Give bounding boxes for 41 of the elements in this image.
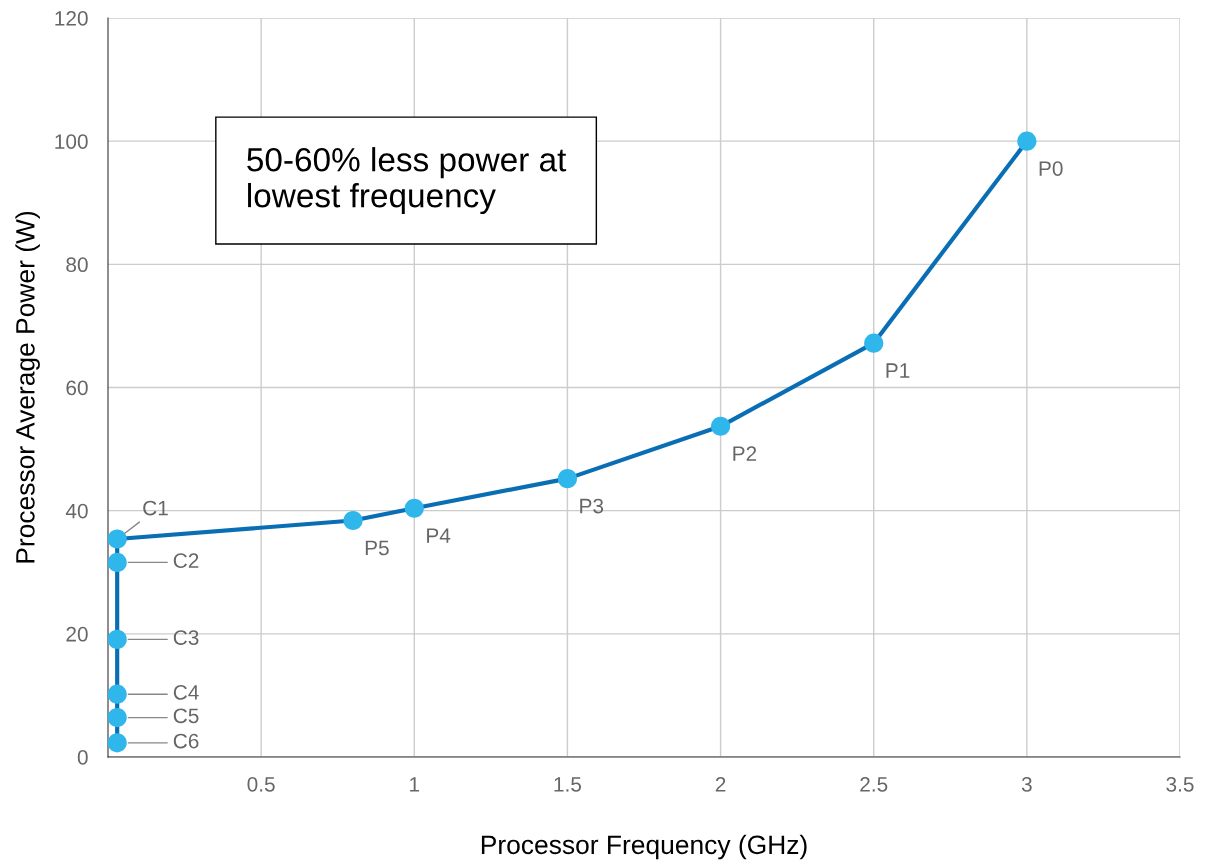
point	[108, 708, 127, 728]
annotation: P2	[733, 446, 757, 461]
annotation: C4	[173, 685, 199, 700]
annotation: P4	[427, 528, 451, 543]
y-tick-label: 20	[66, 626, 88, 642]
x-tick-label: 3	[1021, 776, 1032, 792]
point	[108, 629, 127, 649]
x-tick-label: 1	[410, 777, 420, 792]
y-tick-label: 100	[55, 134, 88, 149]
x-tick-label: 3.5	[1166, 776, 1194, 792]
annotation: C3	[173, 630, 199, 645]
point	[864, 333, 884, 353]
x-tick-label: 2	[715, 776, 726, 792]
point	[108, 529, 127, 549]
x-tick-label: 2.5	[860, 776, 888, 792]
annotation: C1	[143, 500, 168, 516]
y-tick-label: 60	[66, 380, 88, 396]
point	[108, 733, 127, 753]
y-tick-label: 120	[55, 11, 88, 26]
point	[108, 552, 127, 572]
annotation: C5	[173, 708, 199, 724]
annotation: P3	[580, 498, 604, 514]
point	[404, 498, 424, 518]
y-axis-title: Processor Average Power (W)	[15, 211, 40, 563]
x-axis-title: Processor Frequency (GHz)	[481, 834, 807, 860]
y-tick-label: 80	[66, 257, 88, 273]
y-tick-label: 40	[65, 503, 88, 519]
y-tick-label: 0	[77, 750, 88, 765]
x-tick-label: 0.5	[247, 776, 275, 792]
point	[1017, 131, 1037, 151]
annotation: P5	[365, 540, 389, 556]
annotation: 50-60% less power at lowest frequency	[247, 147, 567, 215]
point	[711, 416, 731, 436]
point	[557, 469, 577, 489]
point	[343, 510, 363, 531]
x-tick-label: 1.5	[554, 777, 582, 792]
annotation: C2	[173, 553, 199, 568]
annotation: C6	[173, 733, 199, 749]
annotation: P1	[886, 363, 910, 378]
annotation: P0	[1039, 161, 1063, 176]
point	[108, 684, 127, 704]
